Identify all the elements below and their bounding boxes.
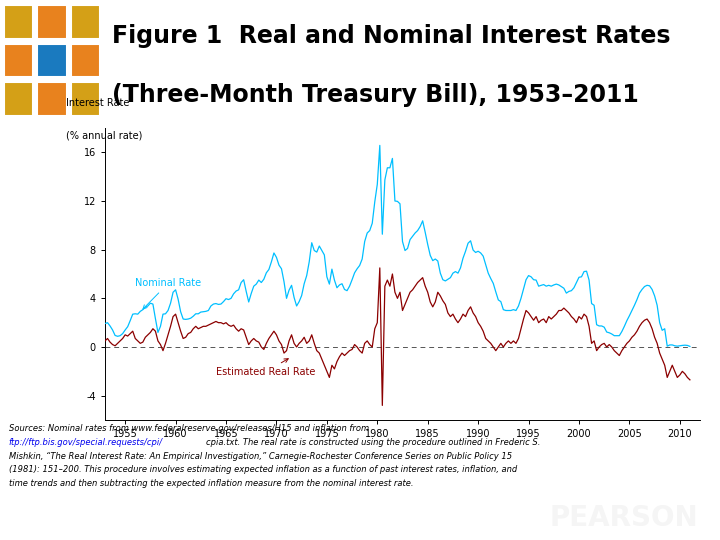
Text: 4-21: 4-21	[14, 513, 38, 523]
Bar	[4, 44, 33, 77]
Bar	[71, 44, 100, 77]
Bar	[37, 44, 67, 77]
Text: (Three-Month Treasury Bill), 1953–2011: (Three-Month Treasury Bill), 1953–2011	[112, 83, 639, 107]
Text: time trends and then subtracting the expected inflation measure from the nominal: time trends and then subtracting the exp…	[9, 479, 413, 488]
Bar	[37, 82, 67, 116]
Text: Estimated Real Rate: Estimated Real Rate	[216, 359, 315, 377]
Text: Sources: Nominal rates from www.federalreserve.gov/releases/H15 and inflation fr: Sources: Nominal rates from www.federalr…	[9, 424, 369, 433]
Text: Mishkin, “The Real Interest Rate: An Empirical Investigation,” Carnegie-Rocheste: Mishkin, “The Real Interest Rate: An Emp…	[9, 451, 512, 461]
Bar	[4, 5, 33, 39]
Text: PEARSON: PEARSON	[550, 504, 698, 532]
Text: Interest Rate: Interest Rate	[66, 98, 130, 107]
Text: (% annual rate): (% annual rate)	[66, 131, 143, 141]
Bar	[71, 5, 100, 39]
Bar	[37, 5, 67, 39]
Text: (1981): 151–200. This procedure involves estimating expected inflation as a func: (1981): 151–200. This procedure involves…	[9, 465, 517, 474]
Text: Nominal Rate: Nominal Rate	[135, 278, 202, 309]
Text: © 2013 Pearson Education, Inc. All rights reserved.: © 2013 Pearson Education, Inc. All right…	[86, 513, 354, 523]
Text: Figure 1  Real and Nominal Interest Rates: Figure 1 Real and Nominal Interest Rates	[112, 24, 670, 48]
Bar	[4, 82, 33, 116]
Text: ftp://ftp.bis.gov/special.requests/cpi/: ftp://ftp.bis.gov/special.requests/cpi/	[9, 438, 163, 447]
Bar	[71, 82, 100, 116]
Text: cpia.txt. The real rate is constructed using the procedure outlined in Frederic : cpia.txt. The real rate is constructed u…	[206, 438, 540, 447]
